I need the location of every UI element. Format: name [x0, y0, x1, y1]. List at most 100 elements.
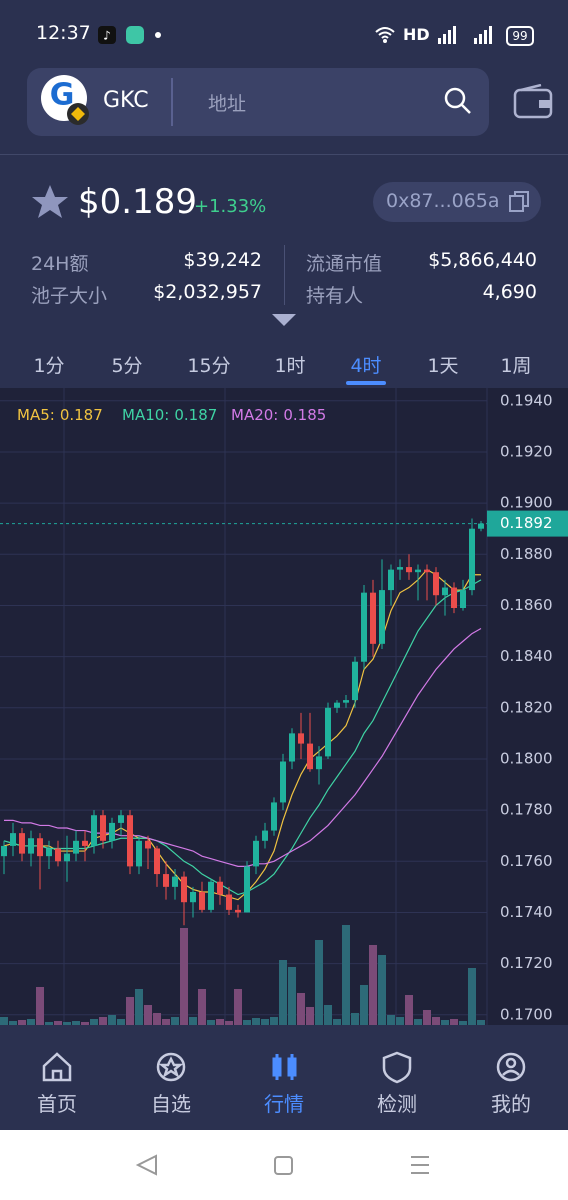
price-change: +1.33%: [194, 196, 267, 217]
volume-bar: [189, 1017, 197, 1025]
battery: 99: [506, 26, 534, 46]
candle-body: [154, 848, 160, 875]
y-tick-label: 0.1820: [500, 698, 553, 716]
volume-bar: [216, 1019, 224, 1025]
current-price-label: 0.1892: [500, 514, 553, 532]
candle-body: [28, 838, 34, 854]
candle-body: [271, 802, 277, 831]
nav-item[interactable]: 首页: [37, 1092, 77, 1116]
candle-body: [91, 815, 97, 846]
volume-bar: [450, 1019, 458, 1025]
timeframe-tab[interactable]: 15分: [187, 355, 231, 377]
timeframe-tab[interactable]: 1天: [427, 355, 459, 377]
volume-bar: [396, 1017, 404, 1025]
candle-body: [109, 822, 115, 841]
stat-label: 池子大小: [31, 285, 108, 307]
volume-bar: [126, 997, 134, 1025]
timeframe-tab[interactable]: 1分: [33, 355, 65, 377]
candle-body: [55, 848, 61, 862]
current-price-box: [487, 510, 568, 537]
chart-background: [0, 388, 568, 1025]
volume-bar: [162, 1019, 170, 1025]
timeframe-tab[interactable]: 1周: [500, 355, 532, 377]
signal-icons: [438, 26, 492, 44]
candle-body: [397, 567, 403, 570]
ma-line: [3, 579, 482, 896]
volume-bar: [72, 1021, 80, 1025]
volume-bar: [234, 989, 242, 1025]
volume-bar: [117, 1019, 125, 1025]
candle-body: [199, 891, 205, 910]
ma-legend-name: MA20:: [231, 406, 278, 424]
nav-item[interactable]: 检测: [377, 1092, 417, 1116]
candle-body: [118, 815, 124, 823]
candle-body: [379, 590, 385, 644]
volume-bar: [297, 993, 305, 1025]
bottom-nav: [0, 1025, 568, 1130]
candle-body: [352, 661, 358, 701]
timeframe-tab[interactable]: 5分: [111, 355, 143, 377]
candle-body: [64, 853, 70, 862]
volume-bar: [27, 1019, 35, 1025]
candle-body: [1, 845, 7, 857]
favorite-star[interactable]: [31, 183, 71, 221]
stat-value: $39,242: [183, 249, 262, 271]
candle-body: [253, 840, 259, 867]
volume-bar: [270, 1017, 278, 1025]
volume-bar: [360, 985, 368, 1025]
y-tick-label: 0.1860: [500, 596, 553, 614]
wallet-icon[interactable]: [513, 84, 553, 120]
volume-bar: [477, 1020, 485, 1025]
expand-toggle[interactable]: [272, 314, 296, 328]
ma-legend: MA5: 0.187: [17, 406, 103, 424]
candle-body: [442, 587, 448, 596]
volume-bar: [144, 1005, 152, 1025]
y-tick-label: 0.1920: [500, 442, 553, 460]
volume-bar: [153, 1013, 161, 1025]
nav-item[interactable]: 自选: [151, 1092, 191, 1116]
nav-item[interactable]: 我的: [491, 1092, 531, 1116]
timeframe-tab[interactable]: 4时: [350, 355, 382, 377]
volume-bar: [54, 1021, 62, 1025]
volume-bar: [0, 1017, 8, 1025]
volume-bar: [315, 940, 323, 1025]
ma-line: [3, 568, 481, 901]
volume-bar: [108, 1015, 116, 1025]
candle-body: [226, 894, 232, 910]
volume-bar: [90, 1019, 98, 1025]
volume-bar: [387, 1015, 395, 1025]
volume-bar: [171, 1017, 179, 1025]
candle-body: [127, 815, 133, 867]
candle-body: [100, 815, 106, 841]
volume-bar: [225, 1021, 233, 1025]
candle-body: [163, 874, 169, 887]
candle-body: [19, 833, 25, 854]
volume-bar: [423, 1010, 431, 1025]
copy-icon[interactable]: [508, 190, 532, 214]
volume-bar: [180, 928, 188, 1025]
candle-body: [415, 569, 421, 573]
search-icon[interactable]: [443, 86, 473, 116]
candle-body: [307, 743, 313, 770]
ma-legend: MA20: 0.185: [231, 406, 326, 424]
volume-bar: [63, 1022, 71, 1025]
system-nav: [0, 1130, 568, 1200]
ma-legend-value: 0.185: [283, 406, 326, 424]
candle-body: [316, 756, 322, 770]
y-tick-label: 0.1800: [500, 749, 553, 767]
candle-body: [262, 830, 268, 841]
contract-address[interactable]: 0x87...065a: [386, 190, 500, 212]
volume-bar: [252, 1018, 260, 1025]
nav-item[interactable]: 行情: [264, 1092, 304, 1116]
candle-body: [289, 733, 295, 762]
volume-bar: [333, 1019, 341, 1025]
candle-body: [145, 840, 151, 849]
search-input[interactable]: 地址: [208, 93, 247, 115]
candle-body: [406, 567, 412, 573]
candle-body: [208, 881, 214, 910]
search-bar[interactable]: [27, 68, 489, 136]
timeframe-tab[interactable]: 1时: [274, 355, 306, 377]
system-nav-icons: [135, 1154, 429, 1176]
y-tick-label: 0.1940: [500, 391, 553, 409]
address-pill[interactable]: [373, 182, 541, 222]
